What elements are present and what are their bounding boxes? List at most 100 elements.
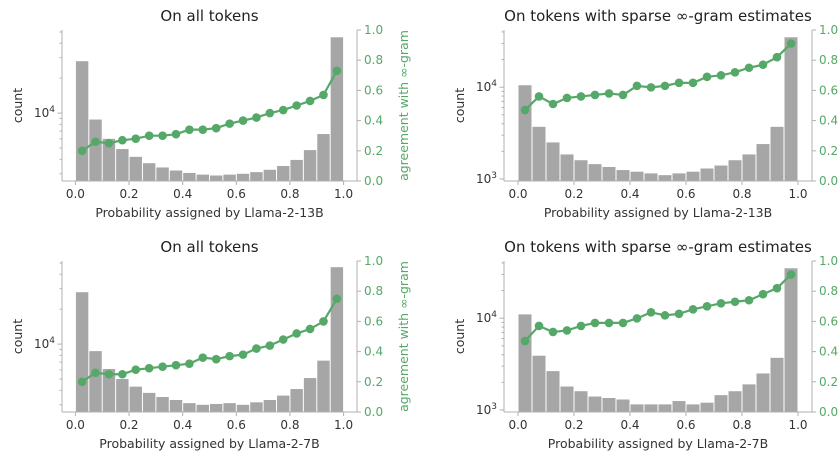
x-tick-label: 0.4 <box>173 418 192 432</box>
histogram-bar <box>196 404 209 412</box>
agreement-point <box>77 377 87 387</box>
agreement-point <box>534 92 544 101</box>
histogram-bar <box>784 37 798 181</box>
y-axis-label: count <box>10 88 25 123</box>
agreement-point <box>520 336 530 346</box>
x-axis-label: Probability assigned by Llama-2-13B <box>544 205 772 220</box>
histogram-bar <box>129 386 142 412</box>
agreement-series <box>77 66 342 156</box>
y2-tick-label: 0.8 <box>364 284 383 298</box>
histogram-bar <box>532 355 546 412</box>
y2-tick-label: 0.0 <box>364 405 383 419</box>
histogram-bar <box>250 172 263 181</box>
histogram-bar <box>672 401 686 412</box>
x-tick-label: 0.6 <box>227 187 246 201</box>
x-tick-label: 0.6 <box>676 418 695 432</box>
y2-tick-label: 0.4 <box>364 345 383 359</box>
y-axis-label: count <box>452 88 467 123</box>
histogram-bar <box>770 357 784 412</box>
chart-panel-2: 0.0 0.2 0.4 0.6 0.8 1.0 103 104 0.0 0.2 0.4 0.6 0.8 1… <box>452 7 838 220</box>
agreement-point <box>211 123 221 133</box>
histogram-bar <box>742 154 756 181</box>
agreement-point <box>158 131 167 140</box>
y2-tick-label: 0.2 <box>819 144 838 158</box>
chart-panel-4: 0.0 0.2 0.4 0.6 0.8 1.0 103 104 0.0 0.2 0.4 0.6 0.8 1… <box>452 238 838 451</box>
histogram-bar <box>644 404 658 412</box>
x-tick-label: 0.0 <box>66 187 85 201</box>
histogram-bar <box>317 134 330 181</box>
agreement-point <box>716 298 726 308</box>
agreement-point <box>171 129 181 139</box>
y-tick-label: 104 <box>34 336 55 351</box>
agreement-point <box>319 317 328 326</box>
y2-tick-label: 0.8 <box>819 284 838 298</box>
agreement-point <box>252 113 261 122</box>
agreement-point <box>238 116 248 125</box>
y2-tick-label: 0.0 <box>819 405 838 419</box>
x-tick-label: 0.0 <box>66 418 85 432</box>
histogram-bar <box>574 160 588 181</box>
agreement-series <box>520 39 796 115</box>
agreement-point <box>674 78 684 88</box>
histogram-bar <box>223 403 236 412</box>
histogram-bar <box>518 85 532 181</box>
histogram-bar <box>714 395 728 412</box>
histogram-bar <box>277 395 290 412</box>
agreement-point <box>660 311 670 320</box>
agreement-point <box>548 99 558 109</box>
histogram-bars <box>518 268 798 412</box>
agreement-point <box>278 335 288 344</box>
x-tick-label: 1.0 <box>788 187 807 201</box>
histogram-bar <box>317 360 330 412</box>
agreement-point <box>292 101 301 110</box>
histogram-bar <box>142 163 156 181</box>
histogram-bar <box>236 173 250 181</box>
agreement-point <box>198 353 208 362</box>
histogram-bar <box>546 142 560 181</box>
agreement-series <box>77 294 342 387</box>
agreement-point <box>185 125 194 134</box>
agreement-point <box>590 318 600 328</box>
agreement-point <box>576 321 586 331</box>
agreement-point <box>104 138 114 148</box>
histogram-bar <box>102 138 116 181</box>
x-axis-label: Probability assigned by Llama-2-13B <box>95 205 323 220</box>
x-tick-label: 0.2 <box>564 418 583 432</box>
agreement-point <box>305 96 315 106</box>
agreement-point <box>674 309 684 319</box>
x-tick-label: 0.4 <box>173 187 192 201</box>
histogram-bars <box>75 267 344 412</box>
histogram-bar <box>630 171 644 181</box>
agreement-point <box>576 92 586 101</box>
agreement-point <box>278 105 288 115</box>
agreement-point <box>131 365 141 375</box>
agreement-point <box>91 137 100 147</box>
y2-tick-label: 1.0 <box>819 23 838 37</box>
x-tick-label: 0.2 <box>119 418 138 432</box>
agreement-point <box>744 295 754 305</box>
agreement-point <box>716 71 726 80</box>
histogram-bars <box>75 37 344 181</box>
agreement-point <box>211 354 221 364</box>
agreement-point <box>772 52 782 62</box>
y2-tick-label: 0.4 <box>364 114 383 128</box>
chart-title: On tokens with sparse ∞-gram estimates <box>504 7 812 25</box>
x-tick-label: 0.8 <box>732 418 751 432</box>
y-tick-label: 103 <box>476 402 497 417</box>
histogram-bar <box>210 175 223 181</box>
histogram-bar <box>686 404 700 412</box>
histogram-bar <box>756 144 770 181</box>
y2-tick-label: 0.6 <box>364 314 383 328</box>
y-axis-label: count <box>10 319 25 354</box>
y-tick-label: 103 <box>476 171 497 186</box>
histogram-bar <box>686 171 700 181</box>
histogram-bar <box>277 166 290 181</box>
histogram-bar <box>156 167 169 181</box>
agreement-point <box>198 125 208 134</box>
y2-tick-label: 1.0 <box>364 254 383 268</box>
histogram-bar <box>116 379 129 412</box>
x-tick-label: 0.2 <box>119 187 138 201</box>
histogram-bar <box>89 351 102 412</box>
histogram-bar <box>714 165 728 181</box>
